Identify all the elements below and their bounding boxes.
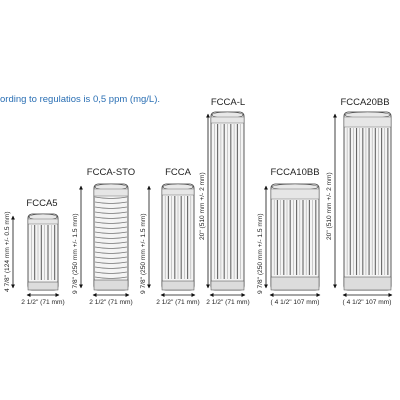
wrap-line: [94, 206, 128, 209]
cartridge-top-band: [270, 188, 320, 200]
cartridge-fcca-sto: [79, 183, 130, 297]
width-label-fcca-sto: 2 1/2" (71 mm): [89, 299, 133, 306]
cartridge-bottom-cap: [93, 279, 129, 291]
cartridge-fcca: [147, 183, 196, 297]
cartridge-bottom-cap: [270, 276, 320, 291]
cartridge-body: [343, 111, 392, 291]
cartridge-fcca20bb: [333, 111, 393, 297]
cartridge-bottom-cap: [343, 276, 392, 291]
wrap-line: [94, 211, 128, 214]
cartridge-body: [270, 183, 320, 291]
wrap-line: [94, 256, 128, 259]
height-label-fcca-l: 20" (510 mm +/- 2 mm): [199, 172, 206, 240]
height-label-fcca5: 4 7/8" (124 mm +/- 0.5 mm): [4, 211, 11, 292]
wrap-line: [94, 271, 128, 274]
wrap-line: [94, 246, 128, 249]
cartridge-top-band: [93, 188, 129, 197]
wrap-line: [94, 251, 128, 254]
model-label-fcca5: FCCA5: [26, 198, 58, 209]
cartridge-top-band: [161, 188, 195, 196]
wrap-line: [94, 261, 128, 264]
cartridge-body: [93, 183, 129, 291]
width-label-fcca: 2 1/2" (71 mm): [156, 299, 200, 306]
cartridge-bottom-cap: [27, 281, 59, 291]
model-label-fcca20bb: FCCA20BB: [340, 97, 390, 108]
height-label-fcca10bb: 9 7/8" (250 mm +/- 1.5 mm): [257, 213, 264, 294]
wrap-line: [94, 196, 128, 199]
wrap-line: [94, 201, 128, 204]
wrap-line: [94, 231, 128, 234]
width-label-fcca10bb: ( 4 1/2" 107 mm): [270, 299, 320, 306]
height-label-fcca20bb: 20" (510 mm +/- 2 mm): [326, 172, 333, 240]
height-label-fcca-sto: 9 7/8" (250 mm +/- 1.5 mm): [72, 213, 79, 294]
model-label-fcca10bb: FCCA10BB: [270, 167, 320, 178]
header-note: ording to regulatios is 0,5 ppm (mg/L).: [0, 94, 160, 105]
wrap-line: [94, 236, 128, 239]
wrap-line: [94, 221, 128, 224]
cartridge-top-band: [343, 116, 392, 128]
cartridge-fcca10bb: [264, 183, 321, 297]
wrap-line: [94, 241, 128, 244]
width-label-fcca20bb: ( 4 1/2" 107 mm): [342, 299, 392, 306]
cartridge-fcca-l: [206, 111, 246, 297]
wrap-line: [94, 276, 128, 279]
model-label-fcca-l: FCCA-L: [210, 97, 246, 108]
width-label-fcca5: 2 1/2" (71 mm): [21, 299, 65, 306]
cartridge-fcca5: [11, 213, 60, 297]
model-label-fcca: FCCA: [165, 167, 191, 178]
cartridge-top-band: [27, 218, 59, 225]
cartridge-bottom-cap: [210, 280, 245, 291]
wrap-line: [94, 266, 128, 269]
cartridge-top-band: [210, 116, 245, 124]
model-label-fcca-sto: FCCA-STO: [86, 167, 136, 178]
height-label-fcca: 9 7/8" (250 mm +/- 1.5 mm): [140, 213, 147, 294]
cartridge-body: [27, 213, 59, 291]
cartridge-bottom-cap: [161, 280, 195, 291]
width-label-fcca-l: 2 1/2" (71 mm): [206, 299, 250, 306]
wrap-line: [94, 226, 128, 229]
wrap-line: [94, 216, 128, 219]
